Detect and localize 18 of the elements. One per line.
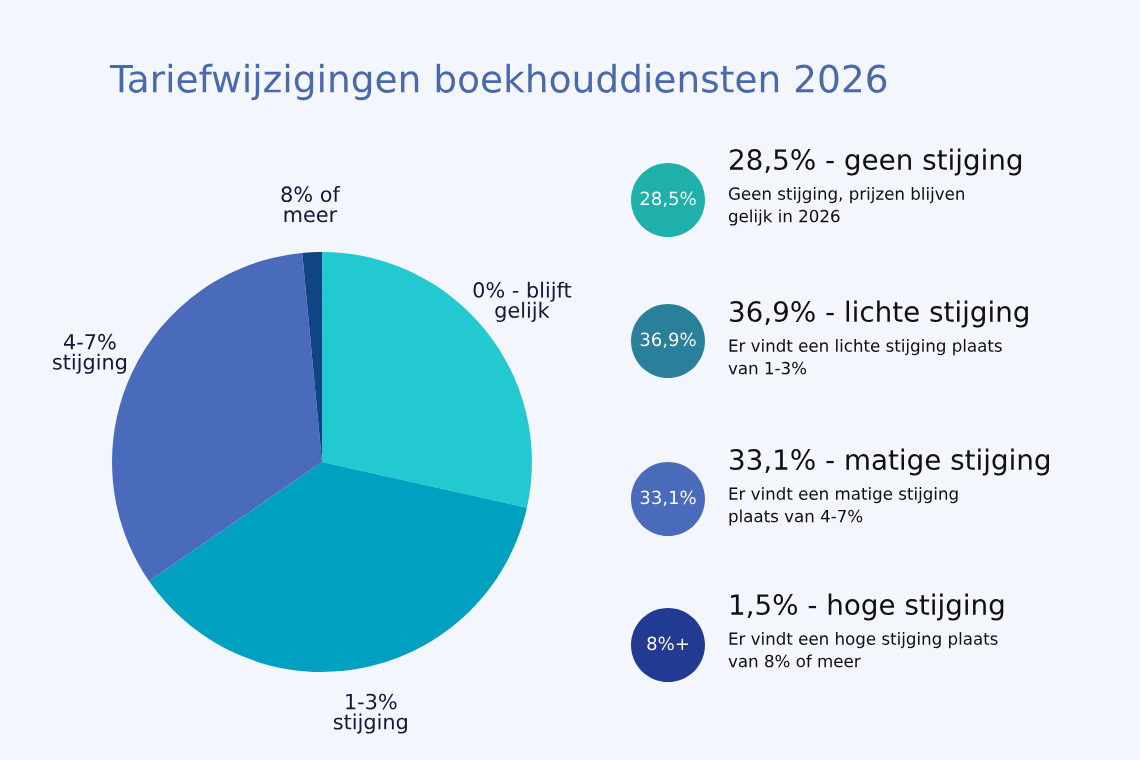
- slice-label: 0% - blijft gelijk: [473, 281, 572, 323]
- text: 28,5%: [640, 191, 696, 208]
- text: 1,5% - hoge stijging: [731, 593, 1004, 621]
- slice-label: 8% of meer: [281, 185, 341, 223]
- text: Geen stijging, prijzen blijven gelijk in 2026: [728, 187, 964, 226]
- chart-title: Tariefwijzigingen boekhouddiensten 2026: [109, 63, 887, 101]
- text: 8%+: [647, 636, 688, 651]
- text: 28,5% - geen stijging: [730, 148, 1022, 176]
- pie-slice: [149, 462, 527, 672]
- text: Er vindt een hoge stijging plaats van 8% of meer: [728, 632, 998, 668]
- text: 36,9% - lichte stijging: [730, 300, 1028, 328]
- text: 36,9%: [640, 332, 696, 349]
- text: Er vindt een lichte stijging plaats van 1-3%: [728, 339, 1002, 375]
- text: Er vindt een matige stijging plaats van 4-7%: [729, 487, 958, 526]
- slice-label: 4-7% stijging: [53, 333, 127, 374]
- text: 33,1% - matige stijging: [730, 448, 1050, 476]
- slice-label: 1-3% stijging: [333, 693, 407, 734]
- text: 33,1%: [640, 490, 696, 507]
